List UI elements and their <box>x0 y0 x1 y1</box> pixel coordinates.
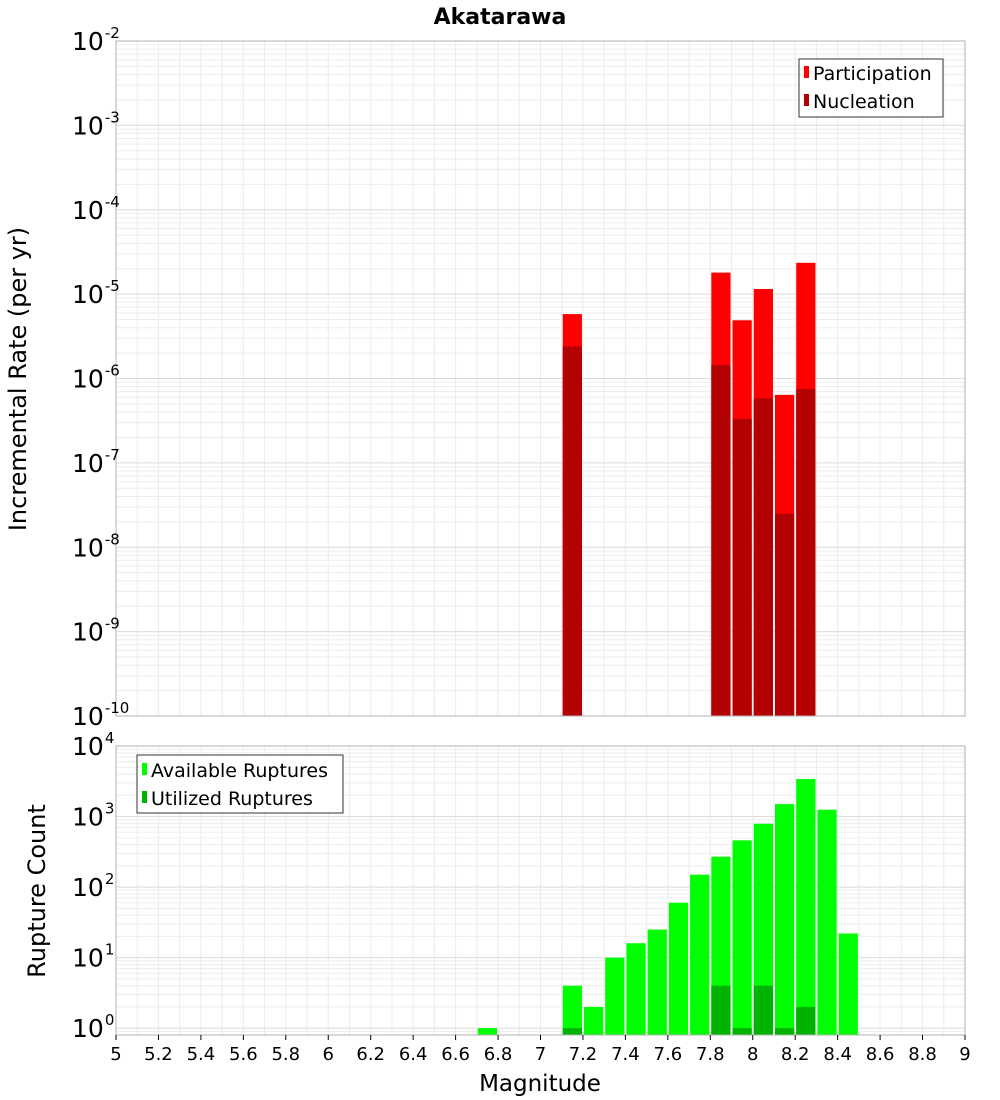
legend-swatch-nucleation <box>804 94 809 106</box>
bar-nucleation <box>774 513 795 716</box>
bottom-gridlines <box>116 746 965 1035</box>
top-gridlines <box>116 41 965 716</box>
bar-available-ruptures <box>647 929 667 1035</box>
bar-nucleation <box>562 346 582 716</box>
bar-nucleation <box>732 419 752 716</box>
x-tick-label: 6.4 <box>399 1044 428 1065</box>
y-tick-label: 104 <box>72 729 114 761</box>
bottom-bars <box>477 779 858 1035</box>
bar-available-ruptures <box>774 804 795 1035</box>
y-tick-label: 10-2 <box>72 24 120 56</box>
bottom-y-ticks: 100 101 102 103 104 <box>72 729 114 1043</box>
x-tick-label: 5.8 <box>271 1044 300 1065</box>
top-bars <box>562 262 816 716</box>
y-tick-label: 10-8 <box>72 530 120 562</box>
x-tick-label: 7 <box>535 1044 546 1065</box>
bar-utilized-ruptures <box>562 1028 582 1035</box>
bar-available-ruptures <box>626 943 646 1035</box>
bar-available-ruptures <box>562 985 582 1035</box>
top-panel: 10-10 10-9 10-8 10-7 10-6 10-5 10-4 10-3 10-2 In… <box>4 24 966 731</box>
legend-label-nucleation: Nucleation <box>813 91 915 113</box>
bottom-panel: 100 101 102 103 104 5 5.2 5.4 5.6 5.8 6 6.2 6.4 6.6 6… <box>23 729 971 1097</box>
y-tick-label: 10-4 <box>72 193 120 225</box>
bar-utilized-ruptures <box>732 1028 752 1035</box>
bar-available-ruptures <box>668 902 689 1035</box>
x-tick-label: 8.8 <box>908 1044 937 1065</box>
bar-nucleation <box>796 389 816 716</box>
bar-available-ruptures <box>796 779 816 1035</box>
y-tick-label: 10-6 <box>72 362 120 394</box>
x-tick-label: 6.6 <box>441 1044 470 1065</box>
bottom-legend-box <box>136 754 344 814</box>
y-tick-label: 10-9 <box>72 615 120 647</box>
bottom-legend: Available Ruptures Utilized Ruptures <box>136 754 344 814</box>
x-tick-label: 6.8 <box>484 1044 513 1065</box>
x-tick-label: 5.2 <box>144 1044 173 1065</box>
legend-label-available: Available Ruptures <box>151 760 328 782</box>
legend-label-utilized: Utilized Ruptures <box>151 788 313 810</box>
y-tick-label: 100 <box>72 1011 114 1043</box>
top-legend: Participation Nucleation <box>798 58 944 118</box>
x-tick-label: 7.8 <box>696 1044 725 1065</box>
legend-swatch-available <box>142 763 147 775</box>
x-axis-label: Magnitude <box>479 1071 601 1097</box>
top-legend-box <box>798 58 944 118</box>
x-tick-label: 6 <box>323 1044 334 1065</box>
y-tick-label: 10-10 <box>72 699 129 731</box>
chart-title: Akatarawa <box>434 5 567 30</box>
bar-available-ruptures <box>690 874 710 1035</box>
x-tick-label: 8.2 <box>781 1044 810 1065</box>
bar-available-ruptures <box>732 840 752 1035</box>
y-tick-label: 102 <box>72 870 114 902</box>
legend-label-participation: Participation <box>813 63 932 85</box>
bottom-y-axis-label: Rupture Count <box>23 804 51 978</box>
top-y-axis-label: Incremental Rate (per yr) <box>4 227 32 531</box>
x-tick-label: 8.6 <box>866 1044 895 1065</box>
x-tick-label: 5.6 <box>229 1044 258 1065</box>
x-tick-label: 5 <box>110 1044 121 1065</box>
x-tick-label: 7.2 <box>569 1044 598 1065</box>
bar-utilized-ruptures <box>711 985 731 1035</box>
bar-utilized-ruptures <box>796 1006 816 1035</box>
x-tick-label: 7.4 <box>611 1044 640 1065</box>
bar-available-ruptures <box>477 1028 498 1035</box>
y-tick-label: 10-5 <box>72 277 120 309</box>
bar-available-ruptures <box>838 933 858 1035</box>
x-tick-label: 9 <box>959 1044 970 1065</box>
bar-available-ruptures <box>605 957 625 1035</box>
x-tick-label: 7.6 <box>654 1044 683 1065</box>
top-y-ticks: 10-10 10-9 10-8 10-7 10-6 10-5 10-4 10-3 10-2 <box>72 24 129 731</box>
bar-nucleation <box>711 364 731 716</box>
top-plot-frame <box>115 40 966 717</box>
legend-swatch-participation <box>804 66 809 78</box>
y-tick-label: 103 <box>72 800 114 832</box>
bar-available-ruptures <box>753 823 773 1035</box>
bar-utilized-ruptures <box>753 985 773 1035</box>
bar-nucleation <box>753 398 773 716</box>
y-tick-label: 10-3 <box>72 108 120 140</box>
legend-swatch-utilized <box>142 791 147 803</box>
bottom-x-ticks: 5 5.2 5.4 5.6 5.8 6 6.2 6.4 6.6 6.8 7 7.2 7.4 7.6 7.8 8… <box>110 1035 971 1065</box>
y-tick-label: 10-7 <box>72 446 120 478</box>
y-tick-label: 101 <box>72 941 114 973</box>
bar-available-ruptures <box>583 1006 604 1035</box>
x-tick-label: 6.2 <box>356 1044 385 1065</box>
bar-utilized-ruptures <box>774 1028 795 1035</box>
x-tick-label: 8.4 <box>823 1044 852 1065</box>
bar-available-ruptures <box>817 809 837 1035</box>
x-tick-label: 8 <box>747 1044 758 1065</box>
x-tick-label: 5.4 <box>187 1044 216 1065</box>
